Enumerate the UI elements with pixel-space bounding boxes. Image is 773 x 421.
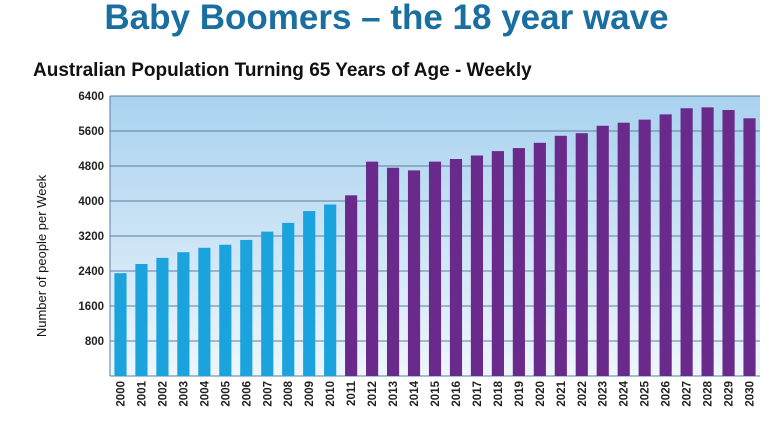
x-tick-label: 2021 — [556, 380, 568, 406]
x-tick-label: 2005 — [220, 380, 232, 406]
bar-2004 — [198, 247, 211, 376]
bar-2030 — [743, 118, 756, 376]
bar-2016 — [449, 159, 463, 376]
x-tick-label: 2027 — [682, 381, 694, 407]
chart-title: Australian Population Turning 65 Years o… — [33, 60, 532, 81]
bar-2006 — [240, 239, 253, 376]
x-tick-label: 2016 — [451, 381, 463, 407]
bar-2012 — [366, 161, 379, 376]
bar-2008 — [282, 222, 295, 376]
y-tick-label: 4000 — [78, 196, 104, 208]
y-tick-label: 5600 — [78, 126, 104, 138]
x-tick-labels: 2000 2001 2002 2003 2004 2005 2006 2007 2008 2009… — [115, 380, 756, 406]
x-tick-label: 2003 — [178, 381, 190, 407]
x-tick-label: 2013 — [388, 381, 400, 407]
bar-2028 — [701, 107, 714, 376]
y-tick-labels: 800 1600 2400 3200 4000 4800 5600 6400 — [78, 91, 104, 348]
bar-2019 — [512, 148, 525, 376]
x-tick-label: 2014 — [409, 380, 421, 406]
x-tick-label: 2004 — [199, 380, 211, 406]
x-tick-label: 2008 — [283, 380, 295, 406]
x-tick-label: 2023 — [598, 381, 610, 407]
bar-2018 — [491, 151, 504, 376]
bar-2026 — [659, 114, 672, 376]
bar-2023 — [596, 125, 609, 376]
x-tick-label: 2028 — [703, 380, 715, 406]
x-tick-label: 2001 — [136, 380, 148, 406]
y-tick-label: 6400 — [78, 91, 104, 103]
bar-2014 — [407, 170, 421, 376]
bar-2007 — [261, 231, 274, 376]
headline: Baby Boomers – the 18 year wave — [104, 0, 669, 37]
x-tick-label: 2012 — [367, 381, 379, 407]
bar-2009 — [303, 211, 316, 376]
y-tick-label: 4800 — [78, 161, 104, 173]
x-tick-label: 2010 — [325, 381, 337, 407]
bar-2017 — [470, 155, 484, 376]
bar-2010 — [324, 204, 337, 376]
x-tick-label: 2017 — [472, 381, 484, 407]
y-tick-label: 3200 — [78, 231, 104, 243]
x-tick-label: 2026 — [661, 381, 673, 407]
x-tick-label: 2006 — [241, 381, 253, 407]
bars — [114, 107, 756, 376]
bar-2025 — [638, 119, 651, 376]
y-tick-label: 2400 — [78, 266, 104, 278]
x-tick-label: 2022 — [577, 381, 589, 407]
x-tick-label: 2018 — [493, 380, 505, 406]
bar-2013 — [386, 167, 400, 376]
x-tick-label: 2002 — [157, 381, 169, 407]
y-tick-label: 800 — [85, 336, 104, 348]
x-tick-label: 2029 — [724, 381, 736, 407]
bar-2021 — [554, 135, 567, 376]
bar-2003 — [177, 252, 190, 376]
bar-2029 — [722, 110, 735, 376]
x-tick-label: 2009 — [304, 381, 316, 407]
x-tick-label: 2030 — [745, 381, 757, 407]
x-tick-label: 2025 — [640, 380, 652, 406]
bar-2024 — [617, 122, 630, 376]
bar-2000 — [114, 273, 127, 376]
x-tick-label: 2007 — [262, 381, 274, 407]
x-tick-label: 2011 — [346, 380, 358, 406]
x-tick-label: 2020 — [535, 381, 547, 407]
bar-2002 — [156, 257, 169, 376]
bar-2020 — [533, 142, 546, 376]
x-tick-label: 2019 — [514, 381, 526, 407]
y-axis-label: Number of people per Week — [34, 174, 49, 337]
bar-2005 — [219, 244, 232, 376]
bar-2027 — [680, 108, 693, 376]
bar-2015 — [428, 161, 442, 376]
x-tick-label: 2024 — [619, 380, 631, 406]
x-tick-label: 2000 — [115, 381, 127, 407]
bar-2011 — [345, 195, 358, 376]
bar-2022 — [575, 133, 588, 376]
y-tick-label: 1600 — [78, 301, 104, 313]
x-tick-label: 2015 — [430, 380, 442, 406]
bar-2001 — [135, 264, 148, 376]
